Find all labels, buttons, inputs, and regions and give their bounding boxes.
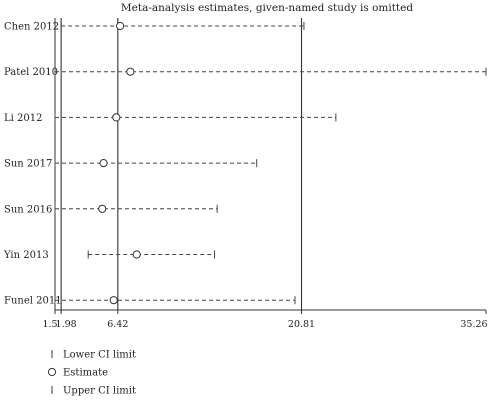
study-row-1: Patel 2010 xyxy=(4,67,487,78)
estimate-marker xyxy=(109,296,118,305)
legend: Lower CI limit Estimate Upper CI limit xyxy=(47,350,136,397)
legend-label: Estimate xyxy=(63,368,108,379)
study-label: Yin 2013 xyxy=(3,250,49,261)
study-label: Li 2012 xyxy=(4,113,42,124)
study-row-3: Sun 2017 xyxy=(4,159,258,170)
study-label: Chen 2012 xyxy=(4,22,59,33)
legend-circle-symbol xyxy=(47,367,57,377)
study-label: Funel 2011 xyxy=(4,296,62,307)
x-tick-label-2: 6.42 xyxy=(107,319,128,330)
study-label: Sun 2016 xyxy=(4,204,52,215)
estimate-marker xyxy=(132,250,141,259)
legend-label: Lower CI limit xyxy=(63,350,136,361)
study-row-5: Yin 2013 xyxy=(3,250,216,261)
legend-label: Upper CI limit xyxy=(63,386,136,397)
legend-entry-0: Lower CI limit xyxy=(51,350,136,361)
study-label: Sun 2017 xyxy=(4,159,52,170)
estimate-marker xyxy=(116,21,125,31)
estimate-marker xyxy=(126,67,135,76)
x-tick-label-1: 1.98 xyxy=(56,319,77,330)
study-row-2: Li 2012 xyxy=(4,113,337,124)
x-tick-label-0: 1.5 xyxy=(42,319,57,330)
study-label: Patel 2010 xyxy=(4,67,58,78)
study-row-4: Sun 2016 xyxy=(4,204,218,215)
study-row-6: Funel 2011 xyxy=(4,296,296,307)
legend-entry-2: Upper CI limit xyxy=(51,386,136,397)
chart-title: Meta-analysis estimates, given-named stu… xyxy=(121,2,413,14)
legend-entry-1: Estimate xyxy=(47,367,108,379)
x-tick-label-3: 20.81 xyxy=(288,319,315,330)
study-row-0: Chen 2012 xyxy=(4,21,305,33)
x-tick-label-4: 35.26 xyxy=(460,319,487,330)
estimate-marker xyxy=(112,113,121,122)
plot-area: 1.51.98 6.42 20.81 35.26 Chen 2012 Patel 2010… xyxy=(3,18,488,330)
estimate-marker xyxy=(99,159,108,168)
estimate-marker xyxy=(98,204,107,213)
